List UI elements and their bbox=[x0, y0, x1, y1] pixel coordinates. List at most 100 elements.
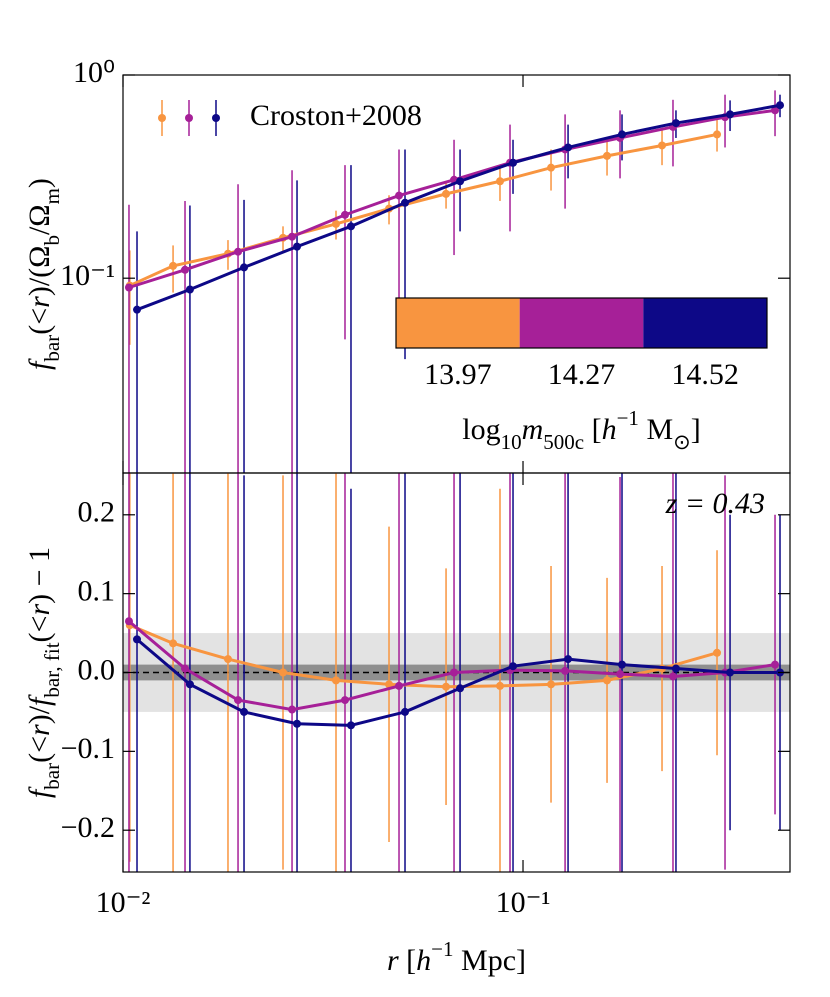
data-point bbox=[564, 143, 573, 152]
data-point bbox=[713, 648, 722, 657]
legend-label: Croston+2008 bbox=[250, 99, 422, 132]
data-point bbox=[346, 222, 355, 231]
data-point bbox=[442, 682, 451, 691]
y-axis-label-part: (< bbox=[23, 308, 56, 335]
data-point bbox=[658, 141, 667, 150]
data-point bbox=[169, 261, 178, 270]
x-tick-label: 10⁻² bbox=[96, 886, 151, 919]
annotation: z = 0.43 bbox=[665, 487, 765, 520]
colorbar-tick-label: 14.52 bbox=[671, 358, 739, 391]
y-tick-label: 0.0 bbox=[78, 653, 116, 686]
data-point bbox=[509, 662, 518, 671]
data-point bbox=[442, 189, 451, 198]
colorbar-label-part: h bbox=[602, 413, 617, 446]
data-point bbox=[181, 265, 190, 274]
data-point bbox=[234, 696, 243, 705]
data-point bbox=[288, 705, 297, 714]
data-point bbox=[564, 655, 573, 664]
colorbar-frame bbox=[395, 297, 768, 349]
x-axis-label-part: Mpc] bbox=[454, 944, 526, 977]
y-axis-label-part: r bbox=[23, 296, 56, 308]
series-line bbox=[136, 103, 781, 312]
y-axis-label: fbar(<r)/(Ωb/Ωm) bbox=[23, 178, 64, 370]
series-line bbox=[128, 108, 776, 289]
y-axis-label-part: (< bbox=[23, 616, 56, 643]
data-point bbox=[340, 696, 349, 705]
data-point bbox=[346, 721, 355, 730]
x-axis-label-part: h bbox=[416, 944, 431, 977]
data-point bbox=[671, 119, 680, 128]
y-axis-label: fbar(<r)/fbar, fit(<r) − 1 bbox=[23, 547, 64, 798]
legend-marker bbox=[185, 114, 193, 122]
data-point bbox=[124, 617, 133, 626]
data-point bbox=[185, 680, 194, 689]
colorbar-segment bbox=[519, 298, 644, 348]
colorbar-label-part: ] bbox=[691, 413, 701, 446]
x-axis-label-part: r bbox=[387, 944, 399, 977]
data-point bbox=[234, 247, 243, 256]
data-point bbox=[133, 305, 142, 314]
colorbar-label: log10m500c [h−1 M⊙] bbox=[462, 406, 700, 454]
x-axis-label-part: [ bbox=[399, 944, 417, 977]
data-point bbox=[401, 198, 410, 207]
data-point bbox=[395, 191, 404, 200]
colorbar-label-part: M bbox=[639, 413, 673, 446]
data-point bbox=[332, 676, 341, 685]
data-point bbox=[561, 666, 570, 675]
data-point bbox=[668, 672, 677, 681]
data-point bbox=[340, 210, 349, 219]
data-point bbox=[495, 177, 504, 186]
colorbar-label-part: ⊙ bbox=[673, 430, 691, 454]
data-point bbox=[618, 660, 627, 669]
data-point bbox=[332, 219, 341, 228]
data-point bbox=[456, 177, 465, 186]
y-axis-label-part: bar bbox=[40, 763, 64, 790]
data-point bbox=[726, 110, 735, 119]
data-point bbox=[495, 681, 504, 690]
data-point bbox=[293, 242, 302, 251]
data-point bbox=[385, 680, 394, 689]
data-point bbox=[240, 707, 249, 716]
y-tick-label: −0.1 bbox=[61, 732, 115, 765]
y-axis-label-part: m bbox=[40, 188, 64, 204]
data-point bbox=[185, 285, 194, 294]
x-tick-label: 10⁻¹ bbox=[496, 886, 551, 919]
data-point bbox=[181, 664, 190, 673]
y-axis-label-part: )/(Ω bbox=[23, 246, 56, 297]
y-axis-label-part: /Ω bbox=[23, 204, 56, 235]
data-point bbox=[547, 163, 556, 172]
colorbar-label-part: 500c bbox=[543, 430, 584, 454]
data-point bbox=[726, 668, 735, 677]
data-point bbox=[509, 158, 518, 167]
x-axis-label-part: −1 bbox=[431, 937, 453, 961]
data-point bbox=[288, 232, 297, 241]
y-tick-label: 0.1 bbox=[78, 575, 116, 608]
colorbar-segment bbox=[643, 298, 767, 348]
data-point bbox=[169, 639, 178, 648]
colorbar-label-part: [ bbox=[584, 413, 602, 446]
x-axis-label: r [h−1 Mpc] bbox=[387, 937, 526, 977]
plot-area bbox=[123, 473, 790, 872]
legend-marker bbox=[158, 114, 166, 122]
data-point bbox=[671, 664, 680, 673]
colorbar-segment bbox=[396, 298, 520, 348]
y-tick-label: 0.2 bbox=[78, 496, 116, 529]
colorbar-tick-label: 13.97 bbox=[424, 358, 492, 391]
data-point bbox=[603, 151, 612, 160]
y-tick-label: 10⁰ bbox=[73, 56, 115, 89]
data-point bbox=[133, 635, 142, 644]
y-axis-label-part: r bbox=[23, 724, 56, 736]
y-axis-label-part: )/ bbox=[23, 705, 56, 724]
y-axis-label-part: bar bbox=[40, 335, 64, 362]
data-point bbox=[547, 680, 556, 689]
colorbar-tick-label: 14.27 bbox=[548, 358, 616, 391]
y-axis-label-part: ) bbox=[23, 178, 56, 188]
data-point bbox=[603, 676, 612, 685]
y-tick-label: −0.2 bbox=[61, 811, 115, 844]
colorbar-label-part: log bbox=[462, 413, 500, 446]
data-point bbox=[124, 283, 133, 292]
series-line bbox=[129, 132, 718, 287]
y-axis-label-part: (< bbox=[23, 736, 56, 763]
y-axis-label-part: ) − 1 bbox=[23, 547, 56, 604]
data-point bbox=[223, 655, 232, 664]
